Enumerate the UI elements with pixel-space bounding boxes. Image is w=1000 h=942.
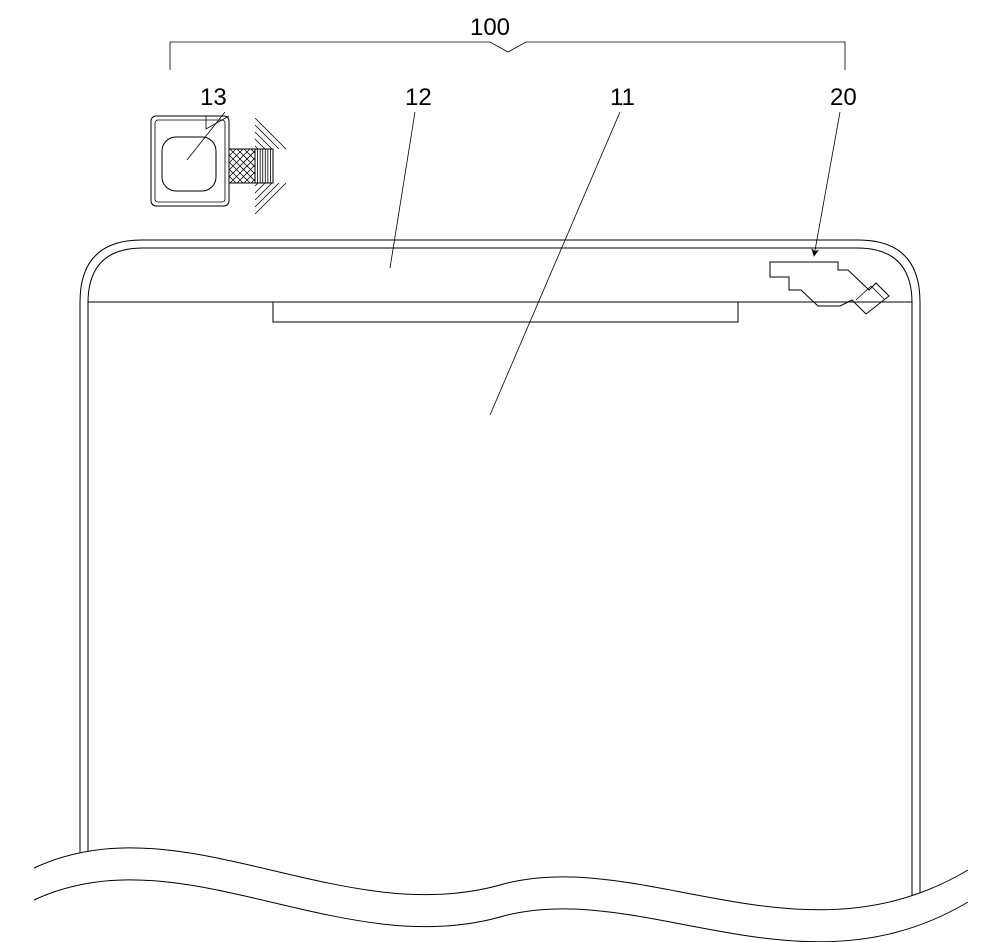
phone-inner-frame — [88, 248, 912, 942]
leader-11 — [490, 112, 620, 415]
module-13-notch — [206, 116, 229, 129]
label-11: 11 — [610, 84, 635, 111]
patent-figure: 100 13 12 11 20 — [0, 0, 1000, 942]
right-feature-accent — [856, 286, 884, 300]
break-line-bottom — [34, 880, 968, 942]
module-13-outer — [151, 116, 229, 206]
phone-outer-shell — [80, 240, 920, 942]
label-13: 13 — [200, 84, 227, 111]
module-13-lens — [162, 137, 216, 191]
right-feature-20 — [770, 262, 889, 314]
label-20: 20 — [830, 84, 857, 111]
break-line-top — [34, 848, 968, 910]
leader-20 — [814, 112, 840, 256]
module-13-outer-inner — [155, 120, 225, 202]
label-12: 12 — [405, 84, 432, 111]
leader-12 — [390, 112, 415, 268]
assembly-bracket — [170, 42, 845, 70]
drawing-body — [34, 42, 968, 942]
label-100: 100 — [470, 14, 510, 41]
